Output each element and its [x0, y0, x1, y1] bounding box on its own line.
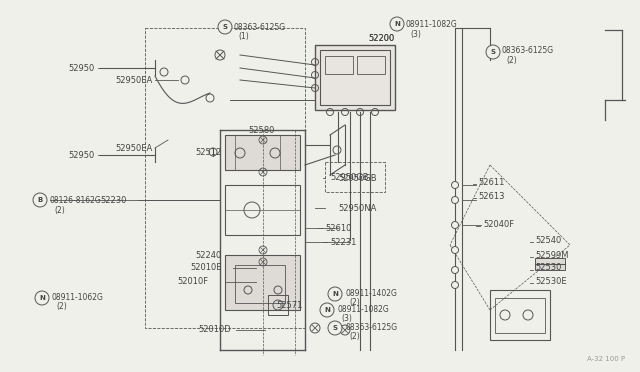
Text: 52610: 52610	[325, 224, 351, 232]
Bar	[145, 28, 305, 328]
Text: 52040F: 52040F	[483, 219, 514, 228]
Text: S: S	[223, 24, 227, 30]
Text: 52200: 52200	[368, 33, 394, 42]
Text: 52540: 52540	[535, 235, 561, 244]
Bar	[490, 290, 550, 340]
Text: (2): (2)	[349, 298, 360, 308]
Text: 52950EA: 52950EA	[115, 76, 152, 84]
Text: 52530: 52530	[535, 263, 561, 273]
Circle shape	[328, 321, 342, 335]
Text: (2): (2)	[56, 302, 67, 311]
Bar	[225, 185, 300, 235]
Text: 52010D: 52010D	[198, 326, 231, 334]
Circle shape	[451, 221, 458, 228]
Circle shape	[486, 45, 500, 59]
Circle shape	[218, 20, 232, 34]
Text: 52613: 52613	[478, 192, 504, 201]
Text: 52530E: 52530E	[535, 278, 566, 286]
Bar	[325, 162, 385, 192]
Text: S: S	[490, 49, 495, 55]
Text: 52950GB: 52950GB	[330, 173, 369, 182]
Bar	[225, 135, 300, 170]
Text: 08363-6125G: 08363-6125G	[234, 22, 286, 32]
Text: 52950: 52950	[68, 151, 95, 160]
Circle shape	[328, 287, 342, 301]
Bar	[235, 265, 285, 303]
Bar	[325, 56, 353, 74]
Circle shape	[451, 282, 458, 289]
Text: (2): (2)	[349, 333, 360, 341]
Text: S: S	[333, 325, 337, 331]
Text: 52599M: 52599M	[535, 251, 568, 260]
Text: 08911-1082G: 08911-1082G	[406, 19, 458, 29]
Circle shape	[320, 303, 334, 317]
Circle shape	[451, 247, 458, 253]
Text: 52230: 52230	[100, 196, 126, 205]
Bar	[320, 50, 390, 105]
Circle shape	[33, 193, 47, 207]
Text: (2): (2)	[506, 55, 516, 64]
Text: 08126-8162G: 08126-8162G	[50, 196, 102, 205]
Text: 52950NA: 52950NA	[338, 203, 376, 212]
Text: 52571: 52571	[276, 301, 302, 311]
Text: 52240: 52240	[195, 250, 221, 260]
Text: N: N	[39, 295, 45, 301]
Text: 52950: 52950	[68, 64, 95, 73]
Text: (3): (3)	[410, 29, 421, 38]
Text: 52200: 52200	[368, 33, 394, 42]
Text: 52231: 52231	[330, 237, 356, 247]
Text: 52512: 52512	[195, 148, 221, 157]
Text: 08911-1082G: 08911-1082G	[337, 305, 388, 314]
Text: A-32 100 P: A-32 100 P	[587, 356, 625, 362]
Text: (1): (1)	[238, 32, 249, 41]
Text: 08363-6125G: 08363-6125G	[345, 323, 397, 331]
Text: N: N	[332, 291, 338, 297]
Text: 08363-6125G: 08363-6125G	[502, 45, 554, 55]
Text: 08911-1402G: 08911-1402G	[345, 289, 397, 298]
Text: N: N	[324, 307, 330, 313]
Text: (3): (3)	[341, 314, 352, 324]
Text: 52010F: 52010F	[177, 278, 208, 286]
Text: 52010E: 52010E	[190, 263, 221, 273]
Text: (2): (2)	[54, 205, 65, 215]
Circle shape	[35, 291, 49, 305]
Text: N: N	[394, 21, 400, 27]
Bar	[535, 258, 565, 270]
Circle shape	[451, 196, 458, 203]
Bar	[268, 295, 288, 315]
Text: 52611: 52611	[478, 177, 504, 186]
Text: B: B	[37, 197, 43, 203]
Text: 08911-1062G: 08911-1062G	[52, 292, 104, 301]
Text: 52950EA: 52950EA	[115, 144, 152, 153]
Circle shape	[451, 266, 458, 273]
Bar	[225, 255, 300, 310]
Bar	[357, 56, 385, 74]
Text: 52580: 52580	[248, 125, 275, 135]
Bar	[495, 298, 545, 333]
Circle shape	[451, 182, 458, 189]
Circle shape	[390, 17, 404, 31]
Bar	[315, 45, 395, 110]
Text: 52950GB: 52950GB	[338, 173, 376, 183]
